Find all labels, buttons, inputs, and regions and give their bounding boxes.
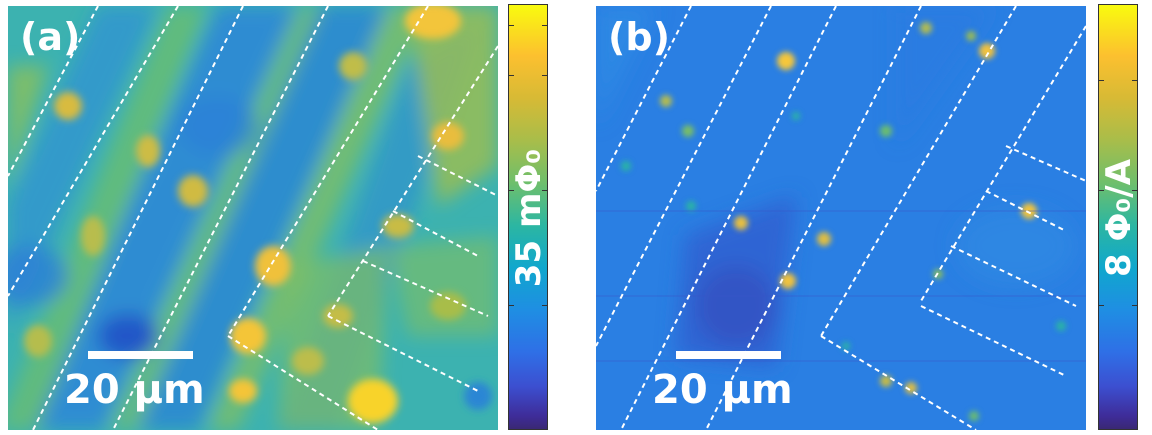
- flux-map-a: [8, 6, 498, 430]
- colorbar-label: 8 Φ₀/A: [1099, 158, 1139, 278]
- scale-bar: [676, 351, 781, 359]
- scale-bar-label: 20 μm: [652, 367, 793, 413]
- colorbar-b: 8 Φ₀/A: [1098, 4, 1139, 430]
- panel-a-image: (a) 20 μm: [8, 6, 498, 430]
- panel-b-image: (b) 20 μm: [596, 6, 1086, 430]
- colorbar-a: 35 mΦ₀: [508, 4, 549, 430]
- scale-bar-label: 20 μm: [64, 367, 205, 413]
- susceptibility-map-b: [596, 6, 1086, 430]
- scale-bar: [88, 351, 193, 359]
- colorbar-label: 35 mΦ₀: [509, 148, 549, 288]
- panel-label: (b): [608, 15, 670, 59]
- panel-label: (a): [20, 15, 81, 59]
